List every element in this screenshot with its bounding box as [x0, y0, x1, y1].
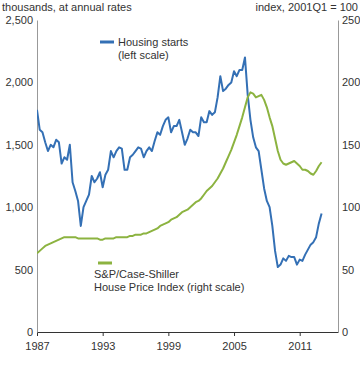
legend-label: Housing starts(left scale)	[118, 36, 189, 61]
x-axis-tick-mark	[37, 332, 38, 336]
legend-label: S&P/Case-ShillerHouse Price Index (right…	[94, 268, 244, 293]
y2-axis-tick-label: 250	[342, 14, 360, 26]
y-axis-tick-label: 0	[27, 326, 33, 338]
y-axis-tick: 2,500	[5, 14, 37, 26]
y-axis-tick: 0	[27, 326, 37, 338]
chart-container: 1987199319992005201105001,0001,5002,0002…	[0, 0, 360, 389]
legend-entry: S&P/Case-ShillerHouse Price Index (right…	[94, 263, 244, 293]
x-axis-tick-label: 2011	[288, 340, 312, 352]
plot-area	[37, 57, 322, 267]
x-axis-tick-label: 1993	[91, 340, 115, 352]
y-axis-tick-label: 2,000	[5, 76, 33, 88]
chart-svg: 1987199319992005201105001,0001,5002,0002…	[0, 0, 360, 389]
y2-axis-tick: 0	[338, 326, 348, 338]
x-axis-tick-mark	[300, 332, 301, 336]
y2-axis-tick: 50	[338, 264, 354, 276]
y-axis-tick-label: 1,000	[5, 201, 33, 213]
y2-axis-tick-label: 100	[342, 201, 360, 213]
legend-swatch	[100, 41, 114, 44]
x-axis-tick: 2011	[288, 332, 312, 352]
y-axis-tick: 1,500	[5, 139, 37, 151]
x-axis-tick-label: 1999	[157, 340, 181, 352]
x-axis-tick-label: 2005	[222, 340, 246, 352]
y-axis-tick-label: 500	[15, 264, 33, 276]
y2-axis-tick: 200	[338, 76, 360, 88]
x-axis-tick: 1993	[91, 332, 115, 352]
y-axis: 0 500 1,000 1,500 2,000 2,500	[5, 14, 37, 338]
x-axis: 1987 1993 1999 2005 2011	[25, 332, 338, 352]
y2-axis-tick-label: 50	[342, 264, 354, 276]
y-axis-tick: 2,000	[5, 76, 37, 88]
x-axis-tick-mark	[103, 332, 104, 336]
y2-axis-tick: 250	[338, 14, 360, 26]
y2-axis-title: index, 2001Q1 = 100	[256, 1, 358, 13]
y-axis-tick-label: 2,500	[5, 14, 33, 26]
y2-axis-tick: 100	[338, 201, 360, 213]
x-axis-tick-label: 1987	[25, 340, 49, 352]
legend-swatch	[98, 262, 112, 265]
y2-axis-tick-label: 200	[342, 76, 360, 88]
y2-axis-line	[338, 21, 339, 333]
y-axis-tick-label: 1,500	[5, 139, 33, 151]
y2-axis-tick-label: 150	[342, 139, 360, 151]
series-line	[37, 57, 322, 267]
x-axis-line	[38, 332, 339, 333]
x-axis-tick-mark	[168, 332, 169, 336]
y2-axis-tick-label: 0	[342, 326, 348, 338]
y-axis-tick: 1,000	[5, 201, 37, 213]
y-axis-tick: 500	[15, 264, 37, 276]
y-axis-line	[37, 21, 38, 333]
x-axis-tick-mark	[234, 332, 235, 336]
y-axis-title: thousands, at annual rates	[2, 1, 132, 13]
x-axis-tick: 1999	[157, 332, 181, 352]
legend-entry: Housing starts(left scale)	[100, 36, 189, 61]
y2-axis: 0 50 100 150 200 250	[338, 14, 360, 338]
series-line	[37, 92, 322, 253]
y2-axis-tick: 150	[338, 139, 360, 151]
x-axis-tick: 2005	[222, 332, 246, 352]
